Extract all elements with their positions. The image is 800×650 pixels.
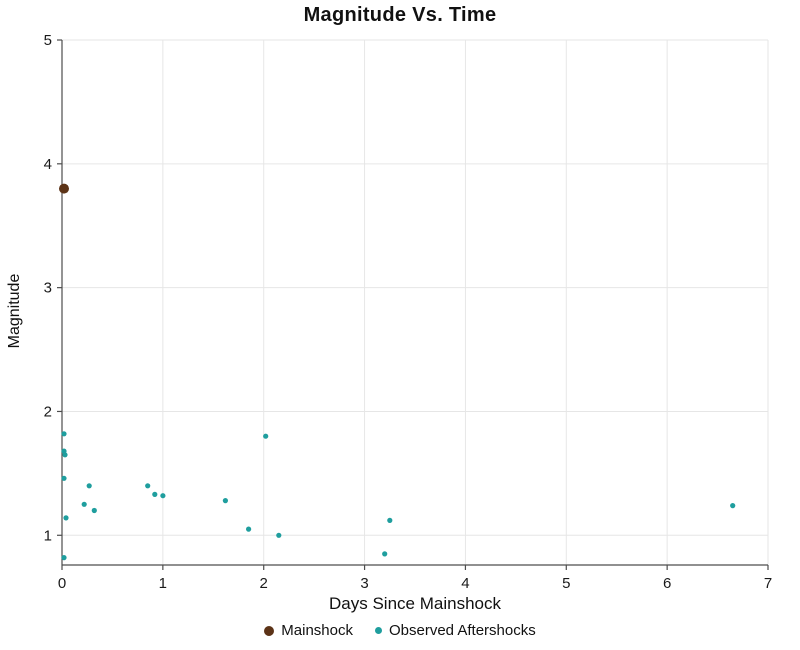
legend-item-mainshock: Mainshock [264,622,353,639]
y-tick-label-4: 4 [44,156,52,173]
legend-label-mainshock: Mainshock [281,622,353,639]
x-tick-label-5: 5 [562,575,570,592]
data-point-aftershock-5 [61,555,67,561]
data-point-aftershock-3 [61,475,67,481]
x-tick-label-7: 7 [764,575,772,592]
legend: Mainshock Observed Aftershocks [0,622,800,639]
data-point-aftershock-15 [276,532,282,538]
data-point-aftershock-10 [152,491,158,497]
x-axis-label: Days Since Mainshock [329,594,501,613]
y-tick-label-5: 5 [44,32,52,49]
y-tick-label-1: 1 [44,527,52,544]
data-point-aftershock-17 [387,517,393,524]
data-point-aftershock-11 [160,493,166,499]
y-tick-label-3: 3 [44,280,52,297]
x-tick-label-3: 3 [360,575,368,592]
data-point-aftershock-4 [63,515,69,521]
data-point-aftershock-9 [145,483,151,489]
data-point-aftershock-2 [62,452,68,458]
x-tick-label-2: 2 [260,575,268,592]
data-point-aftershock-8 [91,507,97,514]
data-point-aftershock-16 [382,551,388,557]
data-point-aftershock-14 [263,433,269,439]
data-point-aftershock-18 [730,503,736,509]
data-point-aftershock-6 [81,501,87,507]
data-point-aftershock-0 [61,431,67,437]
legend-label-aftershocks: Observed Aftershocks [388,622,536,639]
x-tick-label-4: 4 [461,575,469,592]
data-point-aftershock-12 [222,498,228,504]
x-tick-label-0: 0 [58,575,66,592]
mainshock-dot-icon [264,625,275,636]
x-tick-label-6: 6 [663,575,671,592]
y-axis-label: Magnitude [6,273,23,349]
data-point-mainshock-0 [59,183,69,194]
aftershock-dot-icon [374,627,382,634]
legend-item-aftershocks: Observed Aftershocks [374,622,536,639]
x-tick-label-1: 1 [159,575,167,592]
data-point-aftershock-13 [246,526,252,532]
data-point-aftershock-7 [86,483,92,489]
chart-title: Magnitude Vs. Time [303,4,497,26]
y-tick-label-2: 2 [44,403,52,420]
